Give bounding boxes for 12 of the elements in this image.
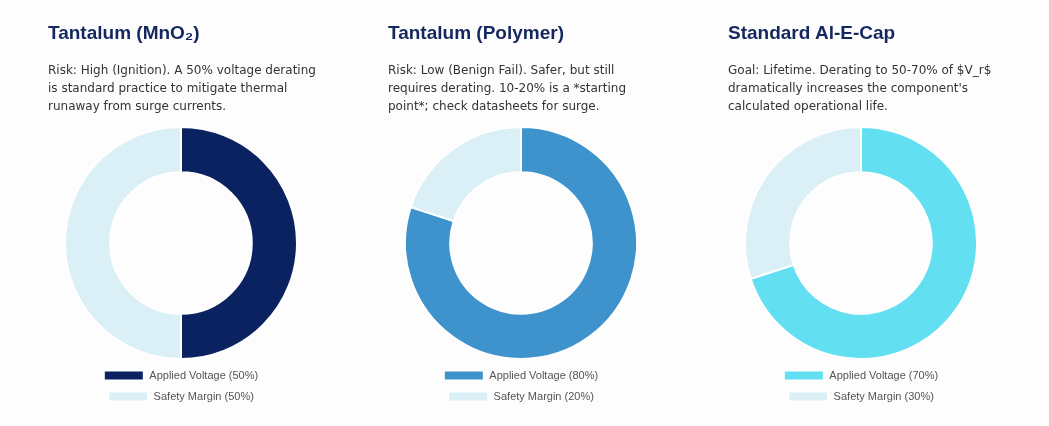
legend-label: Applied Voltage (50%) <box>149 368 259 381</box>
chart-title: Tantalum (MnO₂) <box>48 22 200 44</box>
chart-subtitle: Risk: High (Ignition). A 50% voltage derating is standard practice to mitigate thermal runaway from surge currents. <box>48 62 317 115</box>
legend-label: Safety Margin (50%) <box>153 389 254 402</box>
text: Risk: Low (Benign Fail). Safer, but still requires derating. 10-20% is a *starting point*; check datasheets for surge. <box>388 63 627 113</box>
legend-label: Safety Margin (30%) <box>833 389 934 402</box>
legend-label: Safety Margin (20%) <box>493 389 594 402</box>
chart-title: Tantalum (Polymer) <box>388 22 564 44</box>
chart-title: Standard Al-E-Cap <box>728 22 896 44</box>
legend-label: Applied Voltage (80%) <box>489 368 599 381</box>
chart-subtitle: Goal: Lifetime. Derating to 50-70% of $V_r$ dramatically increases the component's calculated operational life. <box>728 62 993 115</box>
legend-label: Applied Voltage (70%) <box>829 368 939 381</box>
